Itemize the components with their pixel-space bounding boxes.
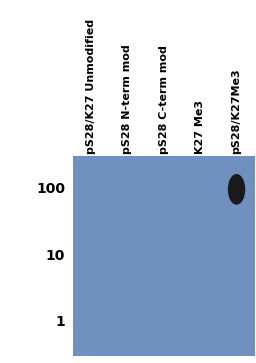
Text: pS28/K27Me3: pS28/K27Me3	[231, 69, 242, 154]
Text: pS28 N-term mod: pS28 N-term mod	[122, 45, 133, 154]
Text: 10: 10	[46, 249, 65, 263]
Text: 100: 100	[36, 182, 65, 196]
Text: pS28 C-term mod: pS28 C-term mod	[159, 45, 169, 154]
Text: 1: 1	[56, 315, 65, 330]
Text: K27 Me3: K27 Me3	[195, 100, 205, 154]
Text: pS28/K27 Unmodified: pS28/K27 Unmodified	[86, 19, 96, 154]
Circle shape	[229, 175, 244, 204]
